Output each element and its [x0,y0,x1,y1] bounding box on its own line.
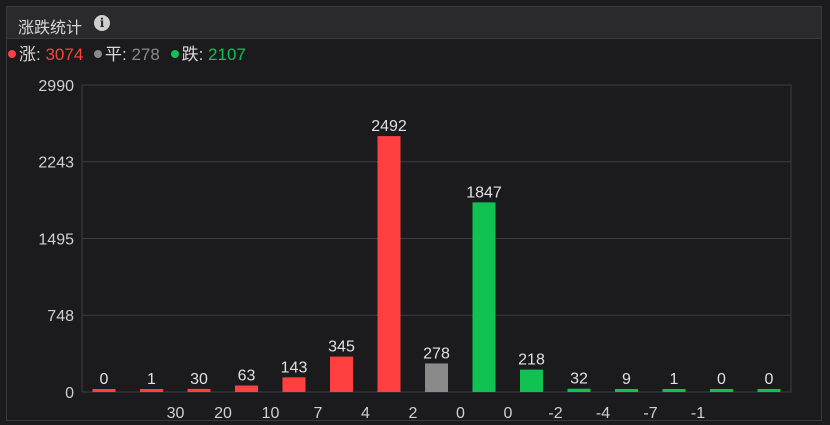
stats-panel: 涨跌统计 i [6,6,822,421]
x-tick-label: 0 [504,405,513,422]
y-tick-label: 2243 [38,155,74,172]
bar [615,389,638,392]
x-tick-label: -4 [596,405,610,422]
bar-value-label: 0 [100,371,109,388]
bar-value-label: 1847 [466,184,502,201]
legend-item-fall: 跌: 2107 [170,40,246,65]
bar-value-label: 2492 [371,118,407,135]
bar-value-label: 218 [518,352,545,369]
bar-value-label: 1 [147,371,156,388]
legend-value-rise: 3074 [45,45,84,64]
y-tick-label: 2990 [38,78,74,95]
bar [330,356,353,392]
bar-value-label: 0 [765,371,774,388]
y-tick-label: 1495 [38,232,74,249]
bar [282,377,306,392]
legend: 涨: 3074 平: 278 跌: 2107 [8,40,252,65]
x-tick-label: 2 [409,405,418,422]
bar [140,389,163,392]
x-tick-label: 0 [456,405,465,422]
x-tick-label: 30 [167,405,185,422]
bar-value-label: 30 [190,371,208,388]
legend-label: 平 [105,45,123,64]
bar [567,388,591,392]
legend-label: 涨 [19,45,36,64]
bar [425,363,448,392]
bar-value-label: 143 [281,359,308,376]
bar-value-label: 9 [622,371,631,388]
flat-dot-icon [94,49,103,58]
x-tick-label: -7 [643,405,657,422]
bar [235,385,258,392]
bar [757,389,781,392]
legend-item-flat: 平: 278 [94,40,160,65]
bar-value-label: 32 [570,371,588,388]
bar [472,202,496,392]
x-tick-label: 10 [262,405,280,422]
x-tick-label: -2 [548,405,562,422]
bar-value-label: 63 [238,368,256,385]
x-tick-label: 7 [314,405,323,422]
bar [662,389,686,392]
x-tick-label: 20 [214,405,232,422]
bar [520,369,543,392]
y-tick-label: 0 [65,385,74,402]
legend-item-rise: 涨: 3074 [8,40,83,65]
fall-dot-icon [170,49,179,58]
y-tick-label: 748 [47,308,74,325]
panel-title: 涨跌统计 [18,20,83,37]
x-tick-label: -1 [691,405,705,422]
legend-value-flat: 278 [131,45,160,64]
bar-value-label: 1 [670,371,679,388]
x-tick-label: 4 [361,405,370,422]
bar-value-label: 278 [423,345,450,362]
bar-value-label: 0 [717,371,726,388]
info-icon[interactable]: i [94,15,110,31]
rise-dot-icon [8,49,16,58]
bar [187,388,211,392]
bar [377,136,401,392]
bar-value-label: 345 [328,339,355,356]
legend-value-fall: 2107 [208,45,246,64]
legend-label: 跌 [181,45,199,64]
bar [710,389,733,392]
bar [92,389,116,392]
panel-header: 涨跌统计 i [7,7,821,39]
